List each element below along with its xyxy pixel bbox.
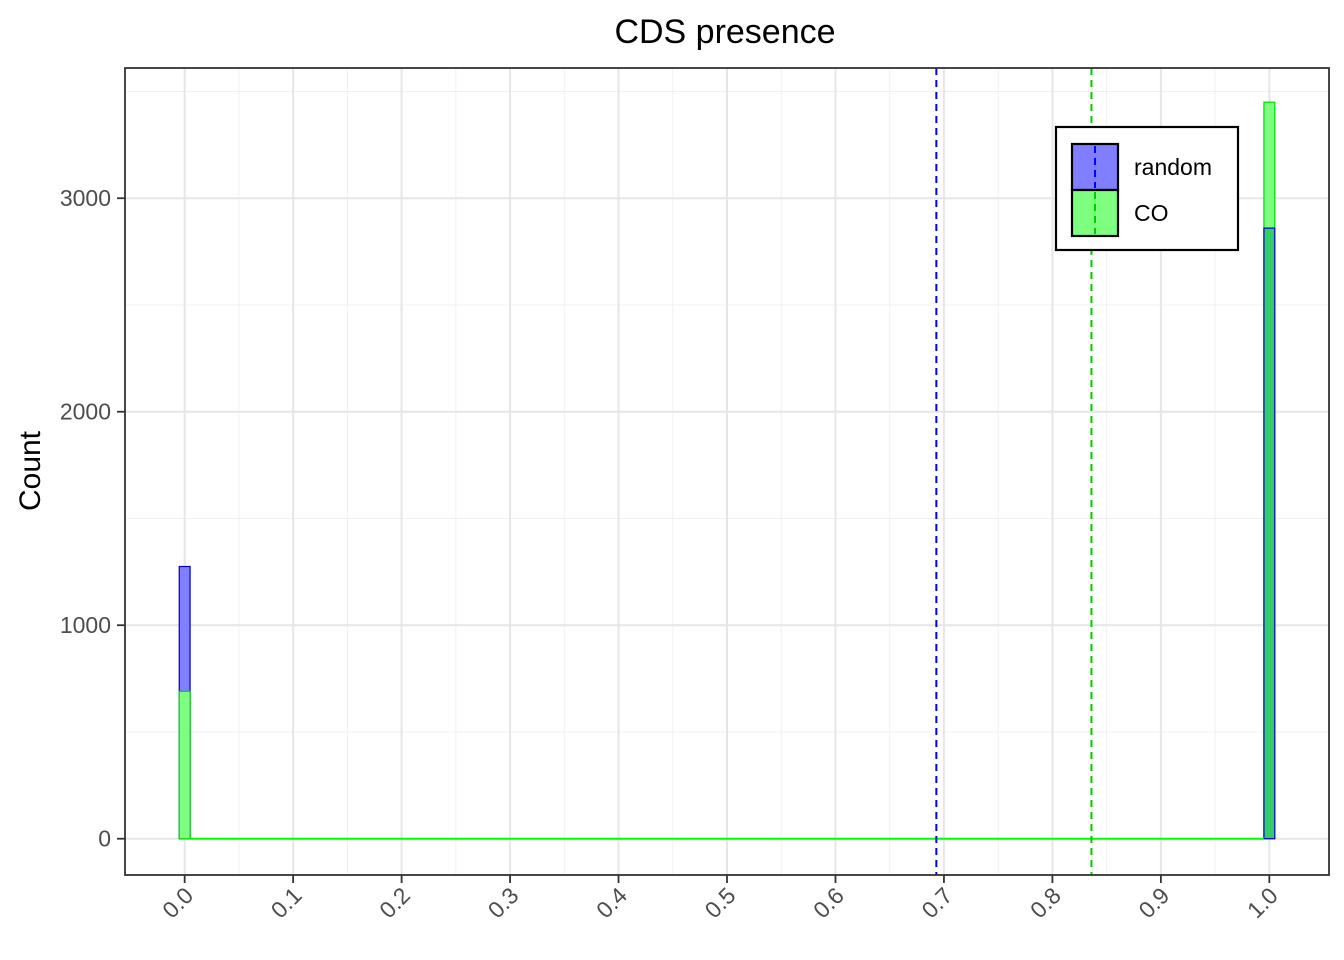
- x-tick-label: 0.5: [700, 882, 741, 923]
- y-tick-label: 2000: [60, 399, 111, 425]
- legend-label-co: CO: [1134, 200, 1169, 226]
- x-tick-label: 0.9: [1133, 882, 1174, 923]
- x-tick-label: 0.8: [1025, 882, 1066, 923]
- y-tick-label: 1000: [60, 612, 111, 638]
- legend-label-random: random: [1134, 154, 1212, 180]
- x-tick-label: 0.1: [266, 882, 307, 923]
- bar-random-1: [1263, 227, 1276, 840]
- chart-title: CDS presence: [614, 13, 835, 51]
- x-tick-label: 0.2: [374, 882, 415, 923]
- histogram-bars: [178, 101, 1276, 840]
- y-axis-title: Count: [14, 430, 47, 511]
- y-axis: 0 1000 2000 3000: [60, 185, 125, 852]
- x-tick-label: 0.7: [916, 882, 957, 923]
- y-tick-label: 0: [98, 826, 111, 852]
- bar-co-0: [178, 690, 191, 840]
- x-tick-label: 1.0: [1242, 882, 1283, 923]
- y-tick-label: 3000: [60, 185, 111, 211]
- x-tick-label: 0.4: [591, 882, 632, 923]
- x-axis: 0.0 0.1 0.2 0.3 0.4 0.5 0.6 0.7 0.8 0.9 1.0: [157, 875, 1283, 923]
- x-tick-label: 0.3: [483, 882, 524, 923]
- x-tick-label: 0.6: [808, 882, 849, 923]
- x-tick-label: 0.0: [157, 882, 198, 923]
- legend: random CO: [1054, 125, 1240, 252]
